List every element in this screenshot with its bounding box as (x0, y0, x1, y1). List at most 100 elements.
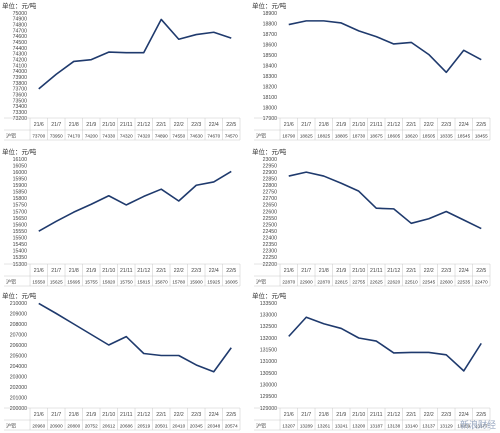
y-tick-label: 16050 (13, 163, 28, 169)
table-value: 20800 (67, 424, 80, 429)
y-tick-label: 209000 (10, 311, 27, 317)
y-tick-label: 133000 (260, 312, 277, 318)
chart-4-svg: 单位：元/吨 2220022250223002235022400224502250… (252, 147, 491, 287)
table-value: 22510 (405, 280, 418, 285)
table-row-label: 沪铝 (6, 279, 16, 286)
x-tick-label: 22/2 (424, 268, 434, 274)
y-tick-label: 73400 (13, 104, 28, 110)
table-row-label: 沪铝 (256, 279, 266, 286)
x-tick-label: 22/4 (459, 122, 469, 128)
y-tick-label: 15800 (13, 196, 28, 202)
y-tick-label: 18900 (263, 11, 278, 17)
table-value: 20574 (225, 424, 238, 429)
x-tick-label: 21/7 (301, 122, 311, 128)
table-value: 22620 (387, 280, 400, 285)
x-tick-label: 21/9 (86, 122, 96, 128)
series-line (38, 18, 232, 90)
x-tick-label: 21/7 (51, 268, 61, 274)
unit-label: 单位：元/吨 (252, 1, 287, 10)
table-value: 20348 (207, 424, 220, 429)
y-tick-label: 74400 (13, 46, 28, 52)
table-value: 74550 (172, 134, 185, 139)
x-tick-label: 22/1 (156, 122, 166, 128)
x-tick-label: 21/7 (301, 412, 311, 418)
x-tick-label: 21/12 (387, 268, 400, 274)
x-tick-label: 21/8 (69, 122, 79, 128)
x-tick-label: 21/11 (370, 122, 383, 128)
watermark-text: 新浪财经 (459, 421, 496, 431)
x-tick-label: 21/8 (69, 268, 79, 274)
x-tick-label: 21/11 (120, 268, 133, 274)
chart-panel-3: 单位：元/吨 15300 15350 15400 15450 15500 15550 1560… (0, 146, 250, 287)
table-value: 74330 (102, 134, 115, 139)
y-tick-label: 22300 (263, 249, 278, 255)
y-tick-label: 22250 (263, 255, 278, 261)
x-tick-label: 22/3 (191, 268, 201, 274)
x-tick-label: 22/2 (174, 122, 184, 128)
y-tick-label: 18500 (263, 53, 278, 59)
x-tick-label: 22/5 (226, 268, 236, 274)
y-tick-label: 15750 (13, 203, 28, 209)
x-tick-label: 22/1 (156, 412, 166, 418)
x-tick-label: 22/4 (209, 412, 219, 418)
y-tick-label: 208000 (10, 322, 27, 328)
table-value: 22545 (422, 280, 435, 285)
table-value: 18730 (352, 134, 365, 139)
x-tick-label: 22/3 (441, 122, 451, 128)
y-tick-label: 22200 (263, 262, 278, 268)
x-tick-label: 22/2 (424, 412, 434, 418)
table-value: 13207 (282, 424, 295, 429)
y-tick-label: 23000 (263, 157, 278, 163)
table-value: 22755 (352, 280, 365, 285)
table-value: 13187 (370, 424, 383, 429)
y-tick-label: 133500 (260, 301, 277, 307)
y-tick-label: 22850 (263, 176, 278, 182)
y-tick-label: 73300 (13, 110, 28, 116)
x-tick-label: 22/2 (174, 268, 184, 274)
table-value: 13200 (352, 424, 365, 429)
series-line (38, 170, 232, 232)
table-value: 74630 (190, 134, 203, 139)
x-tick-label: 21/10 (352, 122, 365, 128)
y-tick-label: 16000 (13, 170, 28, 176)
x-tick-label: 21/9 (86, 268, 96, 274)
table-value: 22815 (335, 280, 348, 285)
unit-label: 单位：元/吨 (252, 147, 287, 156)
table-value: 73950 (50, 134, 63, 139)
x-tick-label: 21/8 (319, 268, 329, 274)
x-tick-label: 21/8 (69, 412, 79, 418)
series-line (288, 316, 482, 372)
table-value: 20501 (155, 424, 168, 429)
x-tick-label: 21/8 (319, 412, 329, 418)
chart-panel-1: 单位：元/吨 73200 73300 73400 73500 73600 73700 7380… (0, 0, 250, 141)
table-value: 20752 (85, 424, 98, 429)
table-row-label: 沪铝 (6, 133, 16, 140)
x-tick-label: 21/7 (51, 122, 61, 128)
table-value: 74570 (225, 134, 238, 139)
unit-label: 单位：元/吨 (2, 1, 37, 10)
x-tick-label: 21/11 (120, 412, 133, 418)
y-tick-label: 18000 (263, 105, 278, 111)
y-tick-label: 201000 (10, 395, 27, 401)
table-value: 18805 (335, 134, 348, 139)
y-tick-label: 73900 (13, 75, 28, 81)
chart-3-svg: 单位：元/吨1530015350154001545015500155501560… (2, 147, 241, 287)
x-tick-label: 21/11 (120, 122, 133, 128)
y-tick-label: 204000 (10, 364, 27, 370)
table-value: 74200 (85, 134, 98, 139)
y-tick-label: 18200 (263, 84, 278, 90)
x-tick-label: 21/6 (284, 122, 294, 128)
x-tick-label: 22/1 (406, 122, 416, 128)
series-line (288, 171, 482, 230)
table-value: 15750 (120, 280, 133, 285)
y-tick-label: 205000 (10, 353, 27, 359)
x-tick-label: 21/9 (336, 412, 346, 418)
x-tick-label: 21/10 (102, 412, 115, 418)
y-tick-label: 74500 (13, 40, 28, 46)
y-tick-label: 15600 (13, 222, 28, 228)
unit-label: 单位：元/吨 (2, 147, 37, 156)
y-tick-label: 200000 (10, 406, 27, 412)
table-value: 15820 (102, 280, 115, 285)
y-tick-label: 73200 (13, 116, 28, 122)
x-tick-label: 22/1 (156, 268, 166, 274)
